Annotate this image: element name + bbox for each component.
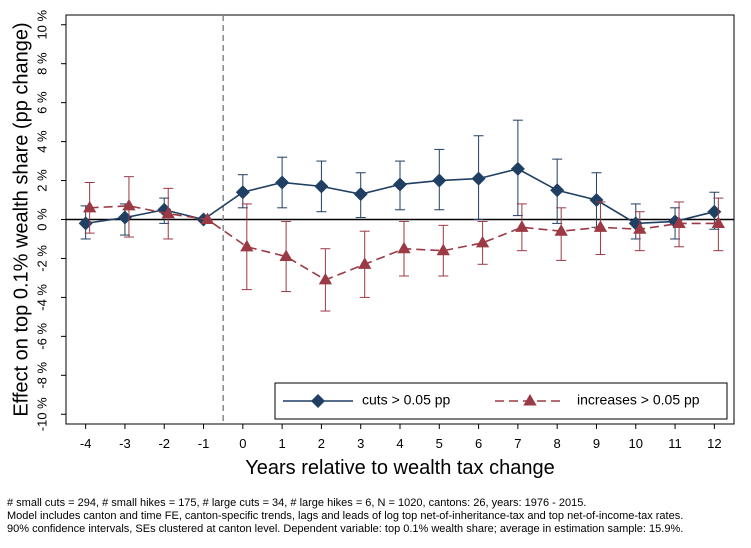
legend-label: increases > 0.05 pp: [577, 392, 700, 408]
data-point: [161, 206, 175, 219]
x-tick-label: 3: [357, 436, 364, 451]
x-tick-label: 12: [707, 436, 721, 451]
data-point: [672, 216, 686, 228]
data-point: [82, 200, 97, 213]
data-point: [707, 204, 722, 219]
x-tick-label: 8: [554, 436, 561, 451]
data-point: [240, 239, 254, 252]
data-point: [471, 171, 486, 186]
data-point: [279, 249, 293, 262]
data-point: [117, 210, 132, 225]
data-point: [393, 177, 407, 192]
x-tick-label: -1: [198, 436, 210, 451]
x-axis-title: Years relative to wealth tax change: [245, 457, 554, 479]
data-point: [235, 185, 250, 200]
y-tick-label: -8 %: [34, 362, 49, 389]
x-tick-label: -4: [80, 436, 92, 451]
legend-entry: increases > 0.05 pp: [495, 392, 700, 408]
y-tick-label: 0 %: [34, 208, 49, 231]
y-axis-title: Effect on top 0.1% wealth share (pp chan…: [10, 22, 32, 416]
x-tick-label: -2: [158, 436, 170, 451]
y-tick-label: -2 %: [34, 245, 49, 272]
data-point: [353, 187, 368, 202]
note-line-1: # small cuts = 294, # small hikes = 175,…: [7, 497, 587, 509]
data-point: [78, 216, 93, 231]
data-point: [275, 175, 290, 190]
data-point: [711, 216, 726, 228]
x-tick-label: 5: [436, 436, 443, 451]
data-point: [554, 224, 568, 236]
x-tick-label: 2: [318, 436, 325, 451]
x-tick-label: 9: [593, 436, 600, 451]
x-tick-label: 10: [629, 436, 643, 451]
x-tick-label: 1: [279, 436, 286, 451]
x-tick-label: -3: [119, 436, 131, 451]
legend-entry: cuts > 0.05 pp: [283, 392, 451, 408]
data-point: [510, 161, 525, 176]
y-axis: -10 % -8 % -6 % -4 % -2 % 0 % 2 % 4 % 6 % 8 % 10 %: [34, 9, 66, 431]
note-line-3: 90% confidence intervals, SEs clustered …: [7, 523, 684, 535]
data-point: [589, 193, 604, 208]
y-tick-label: -4 %: [34, 284, 49, 311]
data-point: [633, 222, 647, 234]
data-point: [432, 173, 447, 188]
event-study-chart: -10 % -8 % -6 % -4 % -2 % 0 % 2 % 4 % 6 % 8 % 10 %…: [10, 9, 735, 479]
y-tick-label: -6 %: [34, 323, 49, 350]
x-tick-label: 6: [475, 436, 482, 451]
legend-marker: [523, 394, 537, 406]
data-point: [475, 235, 490, 248]
data-point: [200, 212, 215, 225]
y-tick-label: -10 %: [34, 397, 49, 431]
data-point: [436, 243, 450, 256]
series-layer: [78, 119, 726, 312]
y-tick-label: 2 %: [34, 169, 49, 192]
x-tick-label: 7: [514, 436, 521, 451]
note-line-2: Model includes canton and time FE, canto…: [7, 510, 684, 522]
series-increases: [82, 176, 726, 312]
legend-label: cuts > 0.05 pp: [362, 392, 451, 408]
y-tick-label: 10 %: [34, 9, 49, 39]
data-point: [314, 179, 329, 194]
data-point: [358, 257, 372, 269]
x-axis: -4 -3 -2 -1 0 1 2 3 4 5 6 7 8 9 10 11 12: [80, 424, 722, 451]
y-tick-label: 6 %: [34, 91, 49, 114]
data-point: [122, 198, 136, 211]
x-tick-label: 0: [239, 436, 246, 451]
y-tick-label: 8 %: [34, 52, 49, 75]
legend: cuts > 0.05 pp increases > 0.05 pp: [274, 382, 728, 420]
y-tick-label: 4 %: [34, 130, 49, 153]
x-tick-label: 11: [668, 436, 682, 451]
legend-marker: [311, 394, 325, 408]
x-tick-label: 4: [396, 436, 403, 451]
data-point: [397, 241, 411, 254]
data-point: [515, 220, 529, 232]
data-point: [593, 220, 608, 232]
data-point: [550, 183, 565, 198]
data-point: [318, 272, 333, 285]
